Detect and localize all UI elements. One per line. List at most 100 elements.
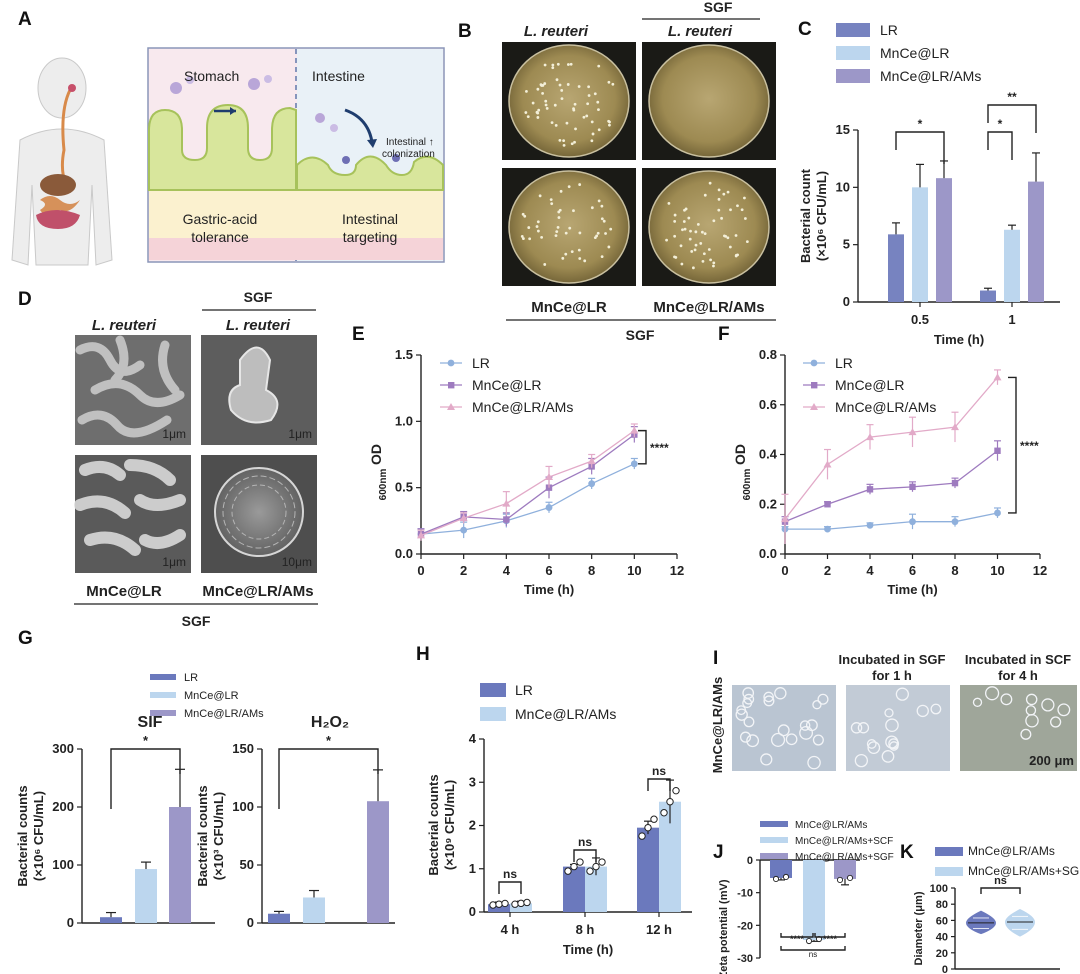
- data-point: [417, 531, 425, 539]
- colony-dot: [604, 232, 607, 235]
- bar-lr: [100, 917, 122, 923]
- microsphere: [1057, 703, 1071, 717]
- microsphere: [1025, 713, 1039, 728]
- colony-dot: [687, 216, 691, 220]
- legend-swatch: [480, 707, 506, 721]
- colony-dot: [694, 230, 698, 234]
- colony-dot: [539, 83, 543, 87]
- significance-bracket: [1008, 376, 1017, 514]
- x-tick-label: 2: [460, 563, 467, 578]
- legend-label: MnCe@LR/AMs: [880, 68, 981, 84]
- colony-dot: [577, 248, 581, 252]
- legend-swatch: [760, 853, 788, 859]
- y-axis-label-unit: (×10⁶ CFU/mL): [31, 791, 46, 881]
- y-axis-label-subscript: 600nm: [378, 469, 389, 501]
- data-point: [503, 516, 510, 523]
- colony-dot: [555, 78, 559, 82]
- replicate-point: [586, 867, 594, 875]
- bar-mnce-lr-ams: [367, 801, 389, 923]
- microsphere: [857, 722, 870, 734]
- microsphere: [785, 733, 798, 746]
- y-tick-label: 100: [52, 857, 74, 872]
- colony-dot: [720, 216, 723, 220]
- y-tick-label: 1.5: [395, 347, 413, 362]
- legend-label: MnCe@LR/AMs: [472, 399, 573, 415]
- y-tick-label: 0: [942, 964, 948, 974]
- colony-dot: [736, 204, 739, 208]
- colony-dot: [578, 231, 582, 235]
- significance-label: **: [1007, 90, 1017, 104]
- significance-bracket: [895, 131, 945, 164]
- colony-dot: [590, 120, 594, 124]
- colony-dot: [712, 219, 716, 223]
- significance-label: ns: [503, 867, 517, 881]
- y-axis-label: Bacterial count: [798, 168, 813, 263]
- y-tick-label: 1.0: [395, 413, 413, 428]
- replicate-point: [517, 899, 525, 908]
- colony-dot: [593, 92, 597, 96]
- data-point: [460, 526, 468, 534]
- y-tick-label: 60: [936, 915, 948, 927]
- microsphere: [746, 734, 760, 748]
- data-point: [908, 428, 917, 436]
- y-tick-label: 20: [936, 948, 948, 960]
- stomach-label: Stomach: [184, 68, 239, 84]
- data-point: [994, 509, 1001, 517]
- data-point: [824, 525, 831, 533]
- significance-label: ns: [994, 875, 1007, 887]
- series-line: [420, 463, 635, 535]
- legend-swatch: [935, 867, 963, 876]
- significance-bracket: [780, 933, 814, 938]
- microsphere: [763, 691, 774, 703]
- colony-dot: [558, 83, 562, 87]
- legend-label: LR: [515, 682, 533, 698]
- series-line: [420, 434, 635, 535]
- colony-dot: [717, 208, 721, 212]
- data-point: [587, 457, 596, 465]
- y-axis-label-unit: (×10³ CFU/mL): [211, 792, 226, 880]
- bar-mnce-lr-ams: [936, 178, 952, 302]
- microsphere: [854, 753, 869, 768]
- legend-swatch: [935, 847, 963, 856]
- colony-dot: [683, 227, 687, 231]
- y-tick-label: 0: [747, 855, 753, 867]
- significance-label: ****: [823, 934, 838, 944]
- colony-dot: [527, 226, 531, 229]
- colony-dot: [587, 94, 591, 97]
- y-tick-label: 50: [240, 857, 254, 872]
- x-tick-label: 4: [503, 563, 511, 578]
- microsphere: [1050, 716, 1062, 728]
- replicate-point: [501, 899, 509, 908]
- y-tick-label: 0.0: [395, 546, 413, 561]
- colony-dot: [608, 123, 611, 127]
- colony-dot: [595, 234, 599, 238]
- colony-dot: [559, 189, 563, 193]
- data-point: [951, 423, 959, 431]
- bar-mnce-lr-ams: [1028, 181, 1044, 302]
- x-tick-label: 12 h: [646, 922, 672, 937]
- replicate-point: [666, 798, 674, 806]
- data-point: [502, 499, 511, 507]
- replicate-point: [598, 858, 606, 866]
- x-tick-label: 12: [670, 563, 684, 578]
- intestinal-label: Intestinal: [342, 211, 398, 227]
- panel-b-plates: SGF L. reuteri L. reuteri MnCe@LR MnCe@L…: [502, 0, 776, 343]
- colony-dot: [709, 258, 712, 262]
- colony-dot: [708, 181, 712, 185]
- legend-label: MnCe@LR/AMs+SGF: [795, 852, 894, 863]
- colony-dot: [536, 116, 540, 119]
- colony-dot: [590, 206, 594, 210]
- bar-zeta: [770, 860, 792, 878]
- microsphere: [743, 716, 755, 728]
- x-tick-label: 6: [545, 563, 552, 578]
- colony-dot: [525, 89, 528, 93]
- colony-dot: [590, 139, 594, 143]
- significance-label: ****: [790, 934, 805, 944]
- colony-dot: [702, 252, 706, 256]
- d-mnce-ams-label: MnCe@LR/AMs: [202, 583, 313, 600]
- d-scale-4: 10μm: [282, 555, 312, 569]
- y-tick-label: -30: [737, 953, 753, 965]
- i-col2-line2: for 1 h: [872, 668, 912, 683]
- colony-dot: [565, 121, 569, 125]
- colony-dot: [550, 121, 554, 125]
